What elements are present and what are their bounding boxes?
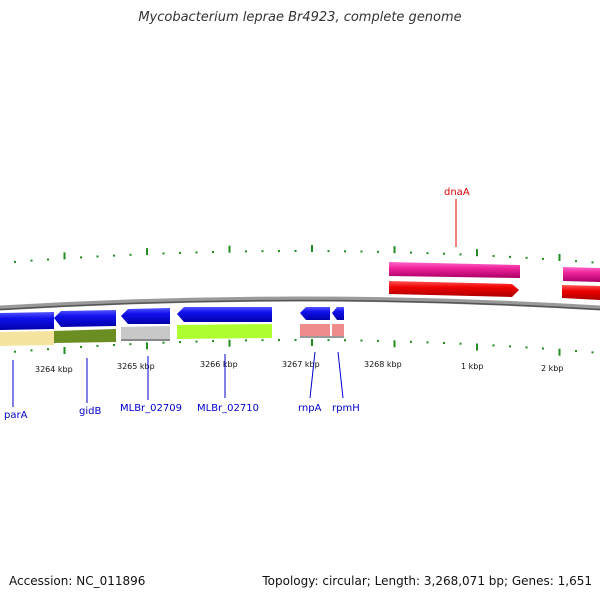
cds-block-rnpA bbox=[300, 324, 330, 337]
gene-label-MLBr_02710[interactable]: MLBr_02710 bbox=[197, 403, 259, 414]
gene-features bbox=[0, 262, 600, 346]
gene-arrow-rnpA[interactable] bbox=[300, 307, 330, 320]
gene-label-rnpA[interactable]: rnpA bbox=[298, 403, 322, 414]
cds-block-rpmH bbox=[332, 324, 344, 337]
gene-block-dnaA-pink bbox=[389, 262, 520, 278]
tick-label: 3268 kbp bbox=[364, 360, 402, 369]
gene-label-dnaA[interactable]: dnaA bbox=[444, 187, 470, 198]
tick-label: 1 kbp bbox=[461, 362, 483, 371]
gene-label-parA[interactable]: parA bbox=[4, 410, 28, 421]
gene-arrow-rpmH[interactable] bbox=[332, 307, 344, 320]
cds-block-MLBr_02710 bbox=[177, 324, 272, 339]
gene-label-rpmH[interactable]: rpmH bbox=[332, 403, 360, 414]
gene-arrow-MLBr_02709[interactable] bbox=[121, 308, 170, 324]
map-title: Mycobacterium leprae Br4923, complete ge… bbox=[138, 10, 462, 25]
gene-arrow-gidB[interactable] bbox=[54, 310, 116, 327]
tick-label: 3267 kbp bbox=[282, 360, 320, 369]
cds-block-gidB bbox=[54, 329, 116, 343]
accession-text: Accession: NC_011896 bbox=[9, 574, 146, 588]
lower-tick-row bbox=[14, 339, 594, 356]
tick-label: 2 kbp bbox=[541, 364, 563, 373]
backbone-arc bbox=[0, 296, 600, 311]
genome-summary-text: Topology: circular; Length: 3,268,071 bp… bbox=[262, 574, 592, 588]
upper-tick-row bbox=[14, 245, 594, 264]
gene-arrow-dnaA[interactable] bbox=[389, 281, 519, 297]
cds-block-MLBr_02709 bbox=[121, 326, 170, 340]
tick-label: 3266 kbp bbox=[200, 360, 238, 369]
gene-label-MLBr_02709[interactable]: MLBr_02709 bbox=[120, 403, 182, 414]
gene-label-gidB[interactable]: gidB bbox=[79, 406, 101, 417]
gene-labels: parA gidB MLBr_02709 MLBr_02710 rnpA rpm… bbox=[4, 187, 470, 421]
tick-label: 3265 kbp bbox=[117, 362, 155, 371]
gene-block-next-pink bbox=[563, 267, 600, 282]
tick-label: 3264 kbp bbox=[35, 365, 73, 374]
cds-block-parA bbox=[0, 331, 54, 346]
gene-arrow-parA[interactable] bbox=[0, 312, 54, 330]
gene-arrow-MLBr_02710[interactable] bbox=[177, 307, 272, 322]
gene-arrow-next bbox=[562, 285, 600, 300]
tick-labels: 3264 kbp 3265 kbp 3266 kbp 3267 kbp 3268… bbox=[35, 360, 563, 374]
